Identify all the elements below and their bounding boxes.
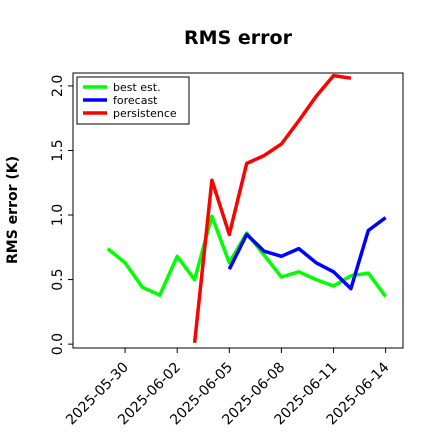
- y-axis: 0.0 0.5 1.0 1.5 2.0: [50, 75, 73, 355]
- legend-label: persistence: [113, 107, 177, 120]
- y-tick-label: 0.5: [50, 268, 66, 290]
- series-line-persistence: [192, 73, 352, 343]
- series-lines: [106, 73, 388, 343]
- y-tick-label: 0.0: [50, 333, 66, 355]
- y-tick-label: 1.0: [50, 204, 66, 226]
- y-tick-label: 2.0: [50, 75, 66, 97]
- legend-label: forecast: [113, 94, 158, 107]
- chart-title: RMS error: [184, 27, 293, 49]
- x-axis: 2025-05-302025-06-022025-06-052025-06-08…: [63, 348, 393, 428]
- legend-label: best est.: [113, 81, 161, 94]
- y-tick-label: 1.5: [50, 139, 66, 161]
- y-axis-label: RMS error (K): [5, 156, 21, 264]
- series-line-forecast: [227, 216, 387, 291]
